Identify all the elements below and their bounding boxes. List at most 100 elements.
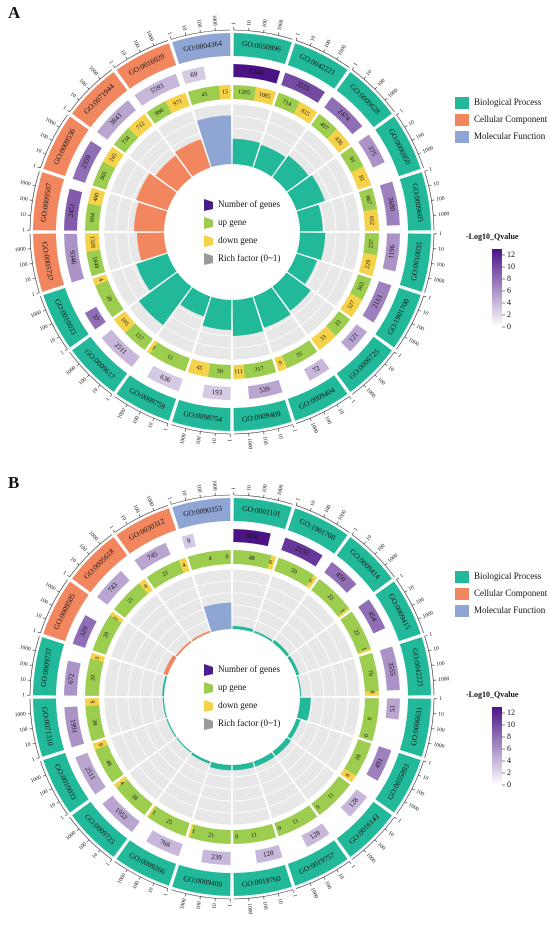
axis-tick-label: 1 <box>396 818 402 825</box>
count-label: 111 <box>234 369 243 375</box>
grid-line <box>110 737 129 772</box>
axis-tick-label: 1000 <box>422 145 435 155</box>
grid-line <box>257 761 279 774</box>
down-bar <box>85 233 101 252</box>
axis-tick-label: 1000 <box>438 211 450 218</box>
ring-legend-label: Rich factor (0~1) <box>218 253 280 263</box>
colorbar-tick-label: 4 <box>507 756 511 765</box>
grid-line <box>233 818 271 826</box>
axis-tick <box>278 893 280 897</box>
axis-tick-label: 1 <box>399 108 405 115</box>
up-bar <box>358 698 379 742</box>
term-band <box>72 72 128 128</box>
down-bar <box>233 364 245 379</box>
axis-tick-label: 1000 <box>407 337 420 348</box>
axis-tick <box>418 152 422 155</box>
up-bar <box>274 92 301 115</box>
ring-legend-icon <box>204 700 213 712</box>
grid-line <box>115 661 122 696</box>
rich-bar <box>203 602 232 633</box>
axis-tick-label: 1000 <box>117 407 128 420</box>
axis-tick <box>428 184 432 186</box>
axis-tick-label: 1 <box>429 166 434 173</box>
axis-tick <box>184 32 186 36</box>
count-label: 157 <box>133 332 144 342</box>
count-label: 20 <box>104 295 112 303</box>
gene-count-label: 672 <box>67 672 76 684</box>
rich-bar <box>296 232 326 261</box>
count-label: 21 <box>127 596 135 604</box>
axis-tick <box>404 336 408 339</box>
legend-label: Cellular Component <box>474 114 548 124</box>
axis-tick-label: 1 <box>427 295 432 302</box>
grid-line <box>264 597 293 613</box>
rich-bar <box>162 676 168 697</box>
count-label: 41 <box>201 92 208 99</box>
grid-line <box>307 672 313 697</box>
term-band <box>72 537 128 593</box>
axis-tick-label: 1000 <box>87 530 99 542</box>
count-label: 81 <box>357 175 365 183</box>
count-label: 50 <box>217 369 223 375</box>
grid-line <box>261 144 286 158</box>
axis-tick-label: 1 <box>163 427 170 432</box>
ring-legend-icon <box>204 718 213 730</box>
grid-line <box>167 744 185 762</box>
axis-tick <box>138 514 141 518</box>
ring-legend-label: Number of genes <box>218 664 280 674</box>
grid-line <box>144 643 158 668</box>
grid-line <box>127 200 134 232</box>
axis-tick <box>166 423 169 427</box>
count-label: 35 <box>295 351 303 359</box>
rich-bar <box>253 752 275 767</box>
term-band <box>287 840 348 886</box>
grid-line <box>261 609 286 623</box>
count-label: 1 <box>360 647 367 652</box>
axis-tick <box>152 42 155 46</box>
grid-line <box>132 729 148 758</box>
term-band <box>172 33 231 65</box>
count-label: 25 <box>165 818 173 826</box>
axis-tick-label: 10 <box>25 742 32 749</box>
count-label: 1 <box>151 810 157 817</box>
axis-tick-label: 1 <box>105 397 112 403</box>
axis-tick <box>404 590 408 593</box>
axis-tick <box>363 384 367 388</box>
axis-tick <box>404 125 408 128</box>
grid-line <box>307 697 313 722</box>
count-label: 9 <box>278 360 283 367</box>
term-band <box>116 840 177 886</box>
count-label: 694 <box>90 213 97 223</box>
axis-line <box>396 579 424 633</box>
term-band <box>43 287 89 348</box>
axis-tick <box>86 374 90 378</box>
count-label: 327 <box>347 300 357 311</box>
grid-line <box>144 726 158 751</box>
axis-tick <box>86 839 90 843</box>
up-bar <box>363 233 379 256</box>
grid-line <box>353 698 361 736</box>
colorbar-tick-label: 6 <box>507 286 511 295</box>
term-band <box>233 498 292 530</box>
legend-swatch <box>455 605 469 617</box>
down-bar <box>85 698 100 706</box>
axis-tick <box>278 428 280 432</box>
count-label: 363 <box>357 281 366 292</box>
axis-tick-label: 100 <box>131 39 140 49</box>
gene-count-label: 329 <box>78 625 90 638</box>
gene-bar <box>181 66 206 85</box>
count-label: 3 <box>94 656 101 661</box>
axis-tick <box>384 97 388 101</box>
gene-bar <box>233 529 271 547</box>
gene-count-label: 539 <box>259 385 271 395</box>
rich-bar <box>272 155 309 192</box>
axis-tick-label: 10 <box>20 677 26 683</box>
axis-tick-label: 10 <box>180 490 187 497</box>
axis-line <box>69 351 113 395</box>
grid-line <box>103 193 111 231</box>
grid-line <box>286 751 307 772</box>
grid-line <box>316 636 332 665</box>
axis-tick-label: 100 <box>324 39 333 49</box>
grid-line <box>155 650 168 672</box>
